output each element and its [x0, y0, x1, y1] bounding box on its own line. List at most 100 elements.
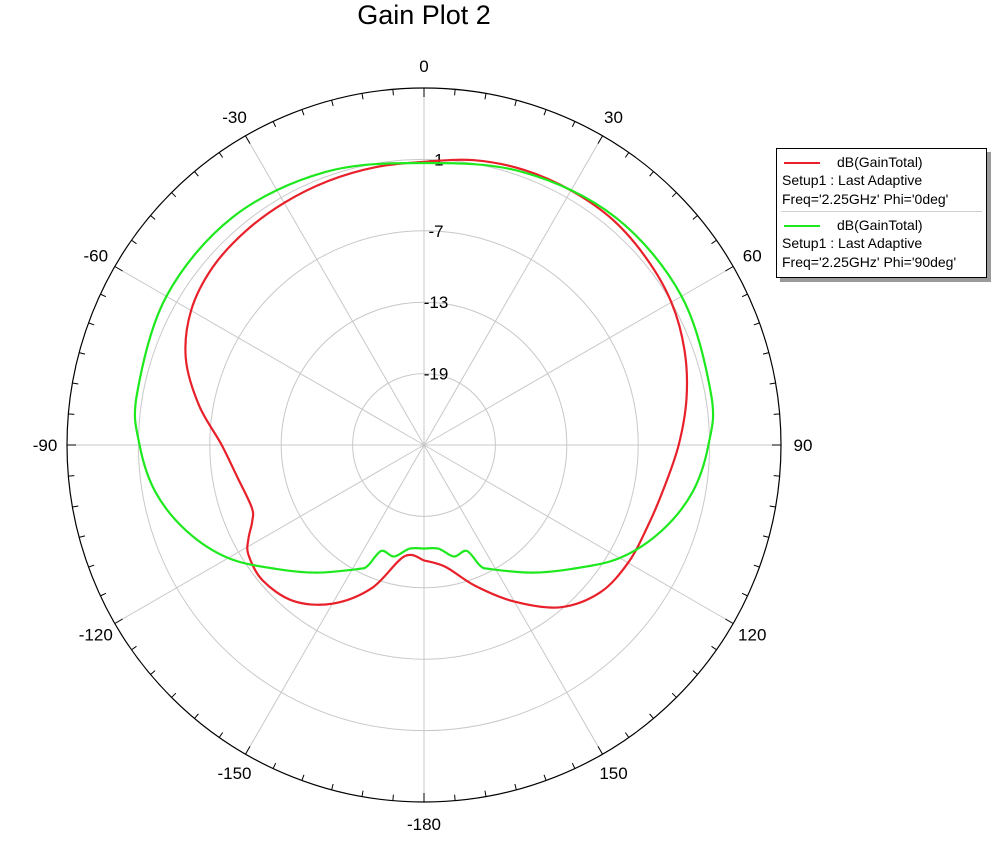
radial-tick-label: -13	[424, 293, 449, 312]
grid-spoke	[245, 135, 425, 446]
angle-tick	[301, 774, 305, 781]
angle-tick	[100, 293, 107, 298]
angle-tick	[543, 774, 547, 781]
angle-tick	[597, 135, 603, 144]
angle-tick	[769, 505, 776, 508]
angle-tick-label: -90	[33, 436, 58, 455]
angle-tick	[741, 293, 748, 298]
angle-tick	[725, 266, 734, 272]
chart-title: Gain Plot 2	[357, 0, 491, 30]
angle-tick	[100, 592, 107, 597]
angle-tick	[68, 475, 75, 477]
angle-tick	[361, 93, 364, 100]
angle-tick	[72, 505, 79, 508]
angle-tick	[245, 746, 251, 755]
radial-tick-label: -7	[428, 222, 443, 241]
angle-tick	[773, 475, 780, 477]
angle-tick	[692, 670, 698, 675]
angle-tick	[171, 692, 177, 698]
angle-tick	[392, 89, 394, 96]
angle-tick	[624, 732, 630, 738]
angle-tick	[272, 762, 277, 769]
grid-spoke	[114, 444, 425, 624]
angle-tick-label: -120	[79, 626, 113, 645]
angle-tick	[711, 239, 717, 245]
legend-setup: Setup1 : Last Adaptive	[782, 235, 923, 251]
grid-spoke	[423, 266, 734, 446]
angle-ticks	[67, 88, 781, 802]
angle-tick	[571, 762, 576, 769]
angle-tick	[392, 794, 394, 801]
angle-tick	[88, 564, 95, 568]
angle-tick	[194, 171, 199, 177]
grid-spoke	[245, 444, 425, 755]
angle-tick	[514, 783, 517, 790]
angle-tick-label: -150	[217, 764, 251, 783]
angle-tick	[741, 592, 748, 597]
trace-phi-90	[133, 161, 715, 574]
angle-tick	[762, 352, 769, 355]
angle-tick	[301, 109, 305, 116]
angle-tick	[514, 100, 517, 107]
angle-tick-label: -180	[407, 815, 441, 834]
angle-tick	[624, 152, 630, 158]
legend-swatch-phi-90	[784, 225, 820, 227]
angle-tick	[79, 535, 86, 538]
angle-tick	[454, 794, 456, 801]
angle-tick	[361, 790, 364, 797]
grid-spoke	[423, 135, 603, 446]
angle-tick	[597, 746, 603, 755]
angle-tick	[753, 322, 760, 326]
angle-tick-label: -30	[222, 108, 247, 127]
angle-tick	[753, 564, 760, 568]
grid-spoke	[423, 444, 603, 755]
angle-tick	[114, 618, 123, 624]
angle-tick-label: 60	[743, 247, 762, 266]
trace-phi-0	[184, 158, 689, 609]
angle-tick	[725, 618, 734, 624]
angle-tick	[194, 713, 199, 719]
angle-tick	[454, 89, 456, 96]
angle-tick	[131, 645, 137, 651]
legend-entry-phi-90: dB(GainTotal) Setup1 : Last Adaptive Fre…	[777, 212, 986, 272]
legend-series-name: dB(GainTotal)	[837, 217, 923, 233]
angle-tick-label: -60	[83, 247, 108, 266]
traces	[133, 158, 715, 609]
legend-series-name: dB(GainTotal)	[837, 154, 923, 170]
angle-tick	[88, 322, 95, 326]
angle-tick	[692, 215, 698, 220]
legend-setup: Setup1 : Last Adaptive	[782, 172, 923, 188]
angle-tick	[150, 215, 156, 220]
angle-tick	[218, 152, 224, 158]
angle-tick	[171, 192, 177, 198]
angle-tick	[245, 135, 251, 144]
angle-tick	[773, 413, 780, 415]
angle-tick-label: 120	[738, 626, 766, 645]
angle-tick	[543, 109, 547, 116]
angle-tick	[114, 266, 123, 272]
legend-condition: Freq='2.25GHz' Phi='0deg'	[782, 191, 949, 207]
angle-tick-label: 30	[604, 108, 623, 127]
angle-tick-label: 150	[599, 764, 627, 783]
angle-tick	[769, 382, 776, 385]
grid-spoke	[114, 266, 425, 446]
angle-tick	[649, 171, 654, 177]
legend-divider	[781, 211, 982, 212]
angle-tick	[484, 93, 487, 100]
legend: dB(GainTotal) Setup1 : Last Adaptive Fre…	[776, 148, 987, 278]
legend-swatch-phi-0	[784, 162, 820, 164]
angle-tick	[272, 121, 277, 128]
radial-tick-label: -19	[424, 365, 449, 384]
angle-tick	[79, 352, 86, 355]
angle-tick	[571, 121, 576, 128]
angle-tick	[649, 713, 654, 719]
angle-tick	[331, 100, 334, 107]
angle-tick-label: 90	[794, 436, 813, 455]
radial-labels: -1-7-13-19	[424, 150, 449, 383]
angle-tick	[218, 732, 224, 738]
angle-tick	[762, 535, 769, 538]
angle-tick	[68, 413, 75, 415]
angle-tick	[331, 783, 334, 790]
angle-tick	[150, 670, 156, 675]
